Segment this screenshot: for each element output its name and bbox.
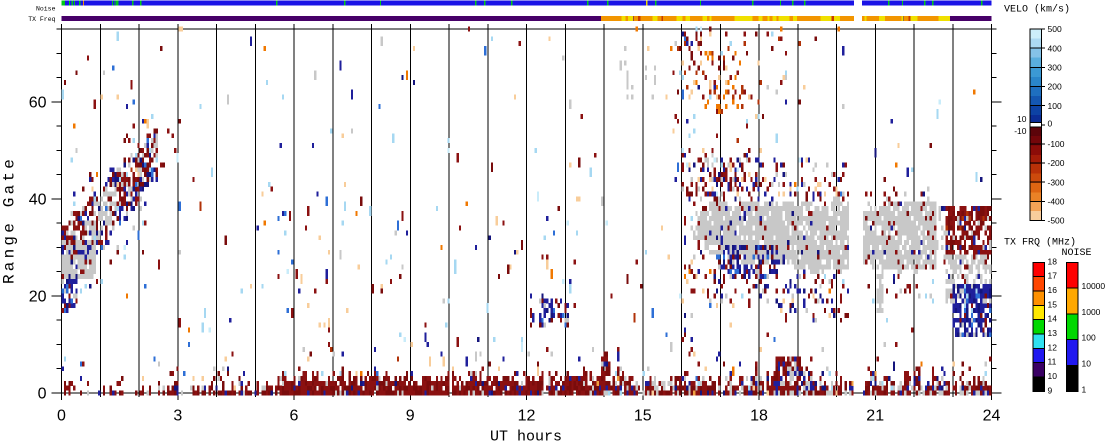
svg-text:15: 15 [634,408,652,425]
svg-text:100: 100 [1082,333,1096,343]
svg-text:10: 10 [1017,114,1027,124]
svg-text:0: 0 [38,386,47,403]
svg-text:6: 6 [290,408,299,425]
svg-text:1000: 1000 [1082,307,1101,317]
svg-text:40: 40 [29,191,47,208]
svg-text:TX Freq: TX Freq [28,16,55,23]
svg-text:-100: -100 [1048,139,1065,149]
svg-text:9: 9 [1048,385,1053,395]
svg-text:-200: -200 [1048,158,1065,168]
svg-text:10: 10 [1082,359,1092,369]
svg-text:Range Gate: Range Gate [1,156,19,284]
svg-text:-10: -10 [1014,126,1027,136]
svg-text:0: 0 [1048,119,1053,129]
svg-text:9: 9 [406,408,415,425]
svg-text:17: 17 [1048,271,1058,281]
svg-text:-300: -300 [1048,177,1065,187]
svg-text:11: 11 [1048,357,1057,367]
svg-text:14: 14 [1048,314,1058,324]
svg-text:UT hours: UT hours [490,429,562,442]
svg-text:0: 0 [57,408,66,425]
svg-text:18: 18 [750,408,768,425]
svg-text:16: 16 [1048,285,1058,295]
svg-text:500: 500 [1048,24,1062,34]
svg-text:24: 24 [983,408,1001,425]
svg-text:VELO (km/s): VELO (km/s) [1004,4,1070,16]
svg-text:Noise: Noise [36,6,56,13]
svg-text:12: 12 [518,408,536,425]
svg-text:15: 15 [1048,299,1058,309]
svg-text:100: 100 [1048,101,1062,111]
svg-text:10000: 10000 [1082,281,1106,291]
svg-text:300: 300 [1048,63,1062,73]
svg-text:13: 13 [1048,328,1058,338]
svg-text:20: 20 [29,288,47,305]
svg-text:-400: -400 [1048,197,1065,207]
svg-text:10: 10 [1048,371,1058,381]
svg-text:400: 400 [1048,43,1062,53]
svg-text:12: 12 [1048,342,1058,352]
svg-text:3: 3 [173,408,182,425]
svg-text:NOISE: NOISE [1062,248,1092,259]
svg-text:200: 200 [1048,82,1062,92]
svg-text:60: 60 [29,94,47,111]
svg-text:TX FRQ (MHz): TX FRQ (MHz) [1004,237,1076,249]
svg-text:21: 21 [866,408,884,425]
svg-text:-500: -500 [1048,216,1065,226]
svg-text:1: 1 [1082,384,1087,394]
svg-text:18: 18 [1048,256,1058,266]
